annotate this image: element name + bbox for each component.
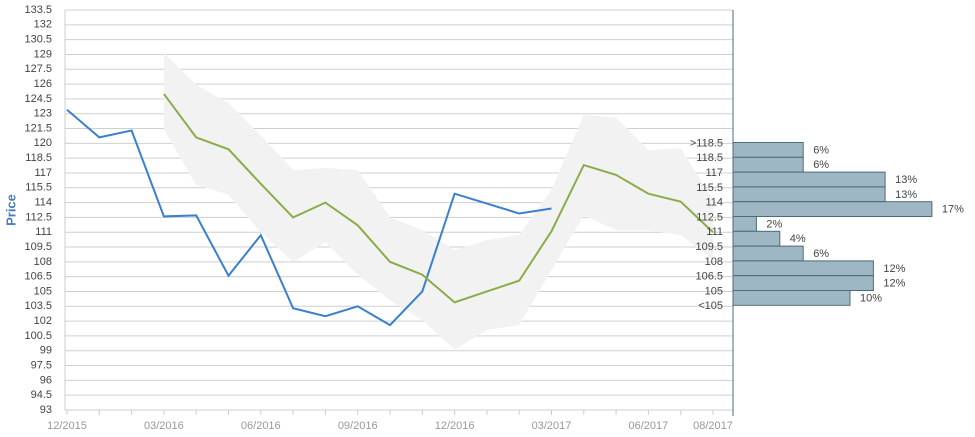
value-label: 13%: [895, 174, 917, 186]
y-tick-label: 117: [34, 167, 52, 179]
histogram-bar: [732, 186, 886, 203]
histogram-bar: [732, 201, 933, 217]
bin-label: 114: [705, 197, 723, 209]
x-tick-label: 08/2017: [693, 420, 733, 432]
y-tick-label: 112.5: [25, 211, 52, 223]
series-line: [66, 108, 552, 327]
histogram-bar: [732, 290, 851, 306]
x-tick-label: 06/2016: [241, 420, 281, 432]
y-tick-label: 109.5: [24, 241, 52, 253]
x-tick-label: 03/2017: [532, 420, 572, 432]
bin-label: 118.5: [696, 152, 723, 164]
histogram-bar: [732, 245, 804, 262]
value-label: 4%: [790, 233, 806, 245]
value-label: 12%: [883, 278, 905, 290]
value-label: 17%: [942, 204, 964, 216]
value-label: 6%: [813, 248, 829, 260]
histogram-bar: [732, 275, 874, 292]
y-tick-label: 114: [34, 196, 52, 208]
y-tick-label: 115.5: [25, 182, 52, 194]
histogram-bar: [732, 216, 757, 232]
value-label: 6%: [813, 144, 829, 156]
x-tick-label: 12/2016: [435, 420, 475, 432]
y-tick-label: 126: [34, 78, 52, 90]
y-tick-label: 97.5: [31, 359, 52, 371]
histogram-bar: [732, 260, 874, 277]
y-tick-label: 127.5: [24, 63, 52, 75]
x-tick-label: 06/2017: [629, 420, 669, 432]
y-tick-label: 102: [34, 315, 52, 327]
y-tick-label: 108: [34, 256, 52, 268]
value-label: 13%: [895, 189, 917, 201]
histogram-bar: [732, 156, 804, 173]
y-tick-label: 99: [40, 345, 52, 357]
y-tick-label: 120: [34, 137, 52, 149]
y-tick-label: 132: [34, 19, 52, 31]
y-tick-label: 103.5: [24, 300, 52, 312]
histogram-bar: [732, 171, 886, 188]
bin-label: 111: [706, 226, 723, 238]
histogram-bar: [732, 230, 781, 247]
y-tick-label: 111: [35, 226, 52, 238]
y-tick-label: 130.5: [24, 34, 52, 46]
x-tick-label: 03/2016: [144, 420, 184, 432]
y-tick-label: 94.5: [31, 389, 52, 401]
bin-label: 106.5: [695, 271, 723, 283]
bin-label: <105: [698, 300, 723, 312]
bin-label: 105: [705, 285, 723, 297]
y-tick-label: 133.5: [24, 4, 52, 16]
value-label: 10%: [860, 292, 882, 304]
y-tick-label: 106.5: [24, 271, 52, 283]
y-tick-label: 96: [40, 374, 52, 386]
bin-label: 109.5: [695, 241, 723, 253]
y-axis-label: Price: [3, 194, 18, 226]
y-tick-label: 123: [34, 108, 52, 120]
histogram-bar: [732, 142, 804, 158]
y-tick-label: 118.5: [25, 152, 52, 164]
x-tick-label: 09/2016: [338, 420, 378, 432]
bin-label: 112.5: [696, 211, 723, 223]
bin-label: 108: [705, 256, 723, 268]
y-tick-label: 100.5: [24, 330, 52, 342]
y-tick-label: 105: [34, 285, 52, 297]
value-label: 12%: [883, 263, 905, 275]
bin-label: 115.5: [696, 182, 723, 194]
bin-label: >118.5: [690, 137, 723, 149]
confidence-band: [163, 52, 713, 350]
x-tick-label: 12/2015: [47, 420, 87, 432]
y-tick-label: 124.5: [24, 93, 52, 105]
value-label: 6%: [813, 159, 829, 171]
series-line: [163, 93, 714, 304]
bin-label: 117: [705, 167, 723, 179]
y-tick-label: 121.5: [24, 122, 52, 134]
value-label: 2%: [766, 218, 782, 230]
y-tick-label: 129: [34, 48, 52, 60]
y-tick-label: 93: [40, 404, 52, 416]
